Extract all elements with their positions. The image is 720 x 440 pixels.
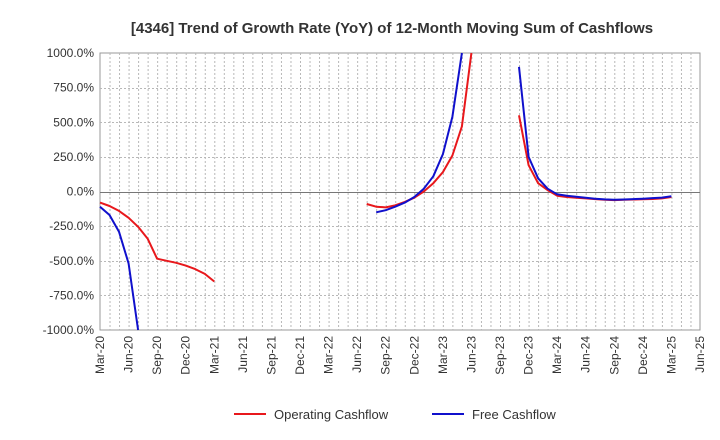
y-tick-label: 0.0% (67, 185, 95, 199)
x-tick-label: Sep-20 (150, 336, 164, 375)
x-tick-label: Sep-24 (607, 336, 621, 375)
grid (99, 52, 701, 331)
x-tick-label: Jun-23 (464, 336, 478, 373)
y-tick-label: -1000.0% (43, 323, 95, 337)
y-tick-label: 250.0% (53, 150, 94, 164)
x-tick-label: Mar-25 (664, 336, 678, 374)
x-tick-label: Sep-21 (264, 336, 278, 375)
x-tick-label: Sep-22 (379, 336, 393, 375)
series-line (99, 205, 140, 331)
y-tick-label: 500.0% (53, 115, 94, 129)
x-tick-label: Dec-22 (407, 336, 421, 375)
x-tick-label: Mar-21 (207, 336, 221, 374)
x-tick-label: Mar-20 (93, 336, 107, 374)
x-tick-label: Dec-23 (522, 336, 536, 375)
axes: 1000.0% 750.0% 500.0% 250.0% 0.0% -250.0% -500… (43, 46, 707, 375)
y-tick-label: -750.0% (49, 288, 94, 302)
y-tick-label: -500.0% (49, 254, 94, 268)
x-tick-label: Dec-24 (636, 336, 650, 375)
legend: Operating Cashflow Free Cashflow (234, 407, 556, 422)
series (99, 52, 672, 331)
x-tick-label: Mar-23 (436, 336, 450, 374)
x-tick-label: Jun-21 (236, 336, 250, 373)
plot-area (99, 52, 701, 331)
legend-label: Operating Cashflow (274, 407, 389, 422)
series-free-cashflow (99, 52, 672, 331)
chart-title: [4346] Trend of Growth Rate (YoY) of 12-… (131, 20, 653, 37)
x-tick-label: Jun-22 (350, 336, 364, 373)
y-tick-label: -250.0% (49, 219, 94, 233)
x-tick-label: Jun-25 (693, 336, 707, 373)
series-line (99, 201, 215, 283)
x-tick-label: Jun-24 (579, 336, 593, 373)
x-tick-label: Sep-23 (493, 336, 507, 375)
series-line (518, 66, 672, 201)
series-line (366, 52, 473, 209)
series-line (375, 52, 463, 214)
legend-label: Free Cashflow (472, 407, 556, 422)
x-tick-label: Jun-20 (122, 336, 136, 373)
x-tick-label: Dec-21 (293, 336, 307, 375)
x-tick-label: Mar-24 (550, 336, 564, 374)
y-tick-label: 1000.0% (47, 46, 95, 60)
y-tick-label: 750.0% (53, 81, 94, 95)
x-tick-label: Mar-22 (322, 336, 336, 374)
x-tick-label: Dec-20 (179, 336, 193, 375)
